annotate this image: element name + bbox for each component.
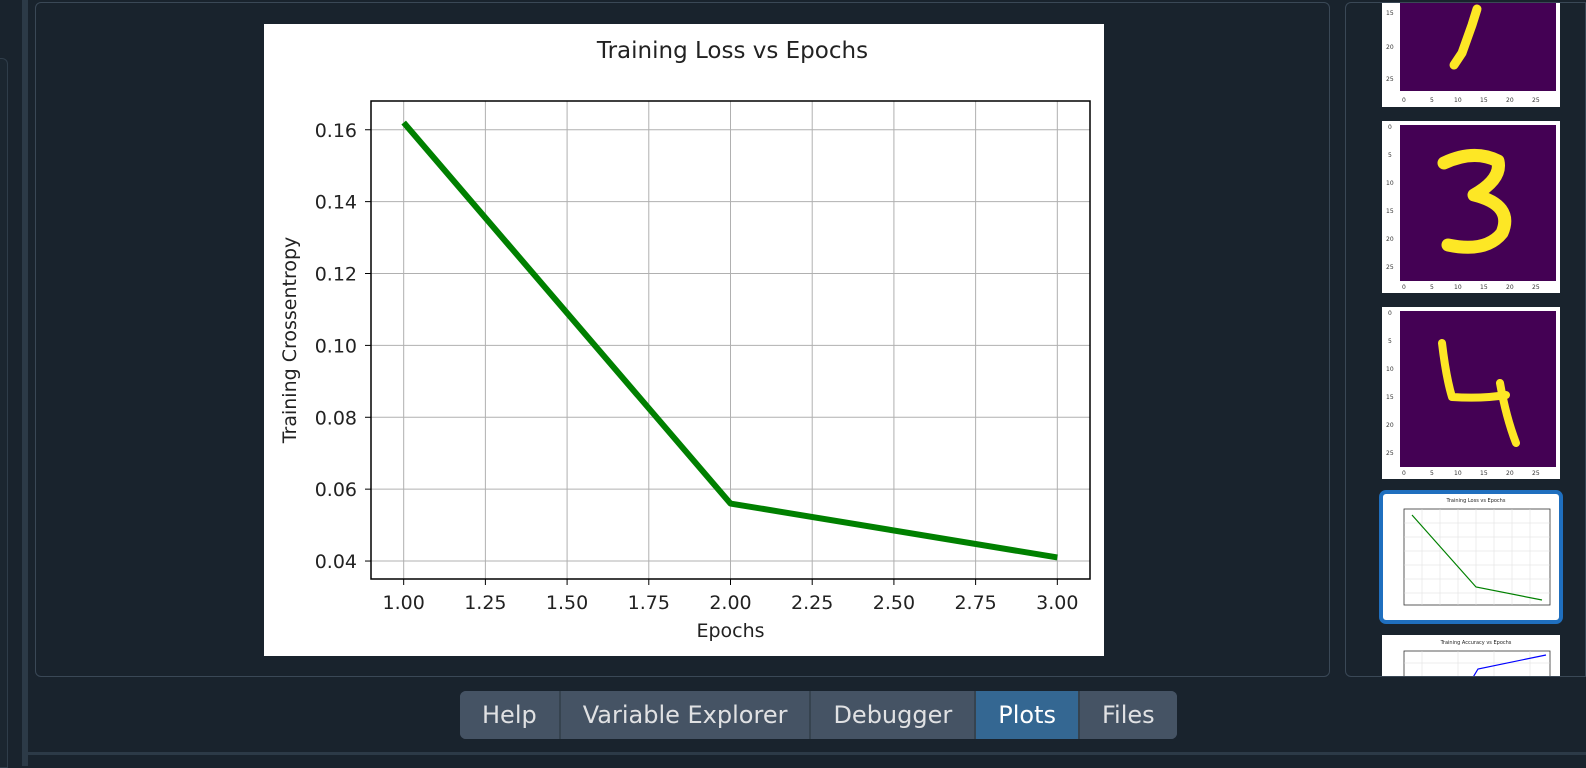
x-tick-label: 2.00 [709, 592, 751, 614]
tab-help[interactable]: Help [460, 691, 561, 739]
svg-text:0: 0 [1402, 470, 1406, 477]
chart-title: Training Loss vs Epochs [596, 38, 868, 64]
x-tick-label: 1.00 [383, 592, 425, 614]
y-tick-label: 0.08 [315, 407, 357, 429]
thumbnail-digit-4[interactable]: 0 5 10 15 20 25 0 5 10 15 20 25 [1382, 307, 1560, 479]
svg-text:5: 5 [1430, 97, 1434, 104]
svg-text:20: 20 [1386, 44, 1394, 51]
svg-text:20: 20 [1386, 236, 1394, 243]
tab-files[interactable]: Files [1080, 691, 1177, 739]
y-tick-label: 0.04 [315, 551, 357, 573]
svg-text:25: 25 [1532, 470, 1540, 477]
left-splitter[interactable] [22, 0, 28, 766]
svg-text:15: 15 [1480, 97, 1488, 104]
y-tick-label: 0.14 [315, 192, 357, 214]
x-tick-label: 2.50 [873, 592, 915, 614]
digit-3-thumbnail-image: 0 5 10 15 20 25 0 5 10 15 20 25 [1386, 124, 1556, 291]
loss-chart: 1.00 1.25 1.50 1.75 2.00 2.25 2.50 2.75 3.00 0.04… [279, 38, 1091, 642]
pane-tab-bar: Help Variable Explorer Debugger Plots Fi… [460, 691, 1177, 739]
thumbnail-scrollbar[interactable] [1573, 3, 1585, 676]
svg-text:25: 25 [1532, 97, 1540, 104]
bottom-border [28, 752, 1586, 755]
x-tick-label: 3.00 [1036, 592, 1078, 614]
left-dock-strip [0, 0, 28, 768]
svg-text:25: 25 [1532, 284, 1540, 291]
y-tick-label: 0.12 [315, 264, 357, 286]
x-axis-label: Epochs [696, 620, 764, 642]
svg-text:10: 10 [1454, 470, 1462, 477]
svg-text:5: 5 [1430, 470, 1434, 477]
svg-text:20: 20 [1506, 470, 1514, 477]
svg-text:10: 10 [1454, 97, 1462, 104]
digit-4-thumbnail-image: 0 5 10 15 20 25 0 5 10 15 20 25 [1386, 310, 1556, 477]
svg-text:25: 25 [1386, 450, 1394, 457]
loss-series-line [401, 120, 1058, 561]
y-tick-label: 0.10 [315, 335, 357, 357]
svg-text:15: 15 [1386, 10, 1394, 17]
plot-viewer: 1.00 1.25 1.50 1.75 2.00 2.25 2.50 2.75 3.00 0.04… [35, 2, 1330, 677]
y-tick-label: 0.06 [315, 479, 357, 501]
accuracy-chart-thumbnail-image: Training Accuracy vs Epochs [1403, 640, 1551, 676]
svg-text:20: 20 [1506, 284, 1514, 291]
thumbnail-loss-title: Training Loss vs Epochs [1446, 498, 1506, 504]
svg-text:25: 25 [1386, 264, 1394, 271]
digit-1-thumbnail-image: 15 20 25 0 5 10 15 20 25 [1386, 3, 1556, 104]
svg-text:15: 15 [1480, 470, 1488, 477]
thumbnail-digit-3[interactable]: 0 5 10 15 20 25 0 5 10 15 20 25 [1382, 121, 1560, 293]
loss-chart-thumbnail-image: Training Loss vs Epochs [1403, 498, 1551, 606]
svg-text:5: 5 [1430, 284, 1434, 291]
thumbnail-scroller[interactable]: 15 20 25 0 5 10 15 20 25 0 5 10 15 20 25 0 5 10 15 20… [1345, 2, 1586, 677]
svg-text:15: 15 [1386, 208, 1394, 215]
svg-text:20: 20 [1506, 97, 1514, 104]
thumbnail-loss-chart[interactable]: Training Loss vs Epochs [1379, 490, 1563, 624]
svg-text:0: 0 [1402, 284, 1406, 291]
figure-canvas: 1.00 1.25 1.50 1.75 2.00 2.25 2.50 2.75 3.00 0.04… [264, 24, 1104, 656]
tab-plots[interactable]: Plots [976, 691, 1080, 739]
tab-debugger[interactable]: Debugger [811, 691, 977, 739]
svg-text:5: 5 [1388, 152, 1392, 159]
x-tick-label: 1.25 [464, 592, 506, 614]
x-tick-label: 2.25 [791, 592, 833, 614]
svg-text:10: 10 [1386, 366, 1394, 373]
left-panel-edge [0, 58, 8, 768]
svg-text:15: 15 [1480, 284, 1488, 291]
thumbnail-accuracy-title: Training Accuracy vs Epochs [1440, 640, 1512, 646]
y-axis-label: Training Crossentropy [279, 237, 301, 445]
thumbnail-digit-1[interactable]: 15 20 25 0 5 10 15 20 25 [1382, 3, 1560, 107]
tab-variable-explorer[interactable]: Variable Explorer [560, 691, 812, 739]
svg-text:20: 20 [1386, 422, 1394, 429]
y-tick-label: 0.16 [315, 120, 357, 142]
x-tick-label: 1.75 [628, 592, 670, 614]
svg-text:10: 10 [1454, 284, 1462, 291]
svg-text:0: 0 [1402, 97, 1406, 104]
x-tick-label: 2.75 [954, 592, 996, 614]
svg-text:0: 0 [1388, 310, 1392, 317]
svg-text:0: 0 [1388, 124, 1392, 131]
svg-text:10: 10 [1386, 180, 1394, 187]
thumbnail-accuracy-chart[interactable]: Training Accuracy vs Epochs [1382, 635, 1560, 676]
svg-text:15: 15 [1386, 394, 1394, 401]
svg-text:25: 25 [1386, 76, 1394, 83]
x-tick-label: 1.50 [546, 592, 588, 614]
svg-text:5: 5 [1388, 338, 1392, 345]
